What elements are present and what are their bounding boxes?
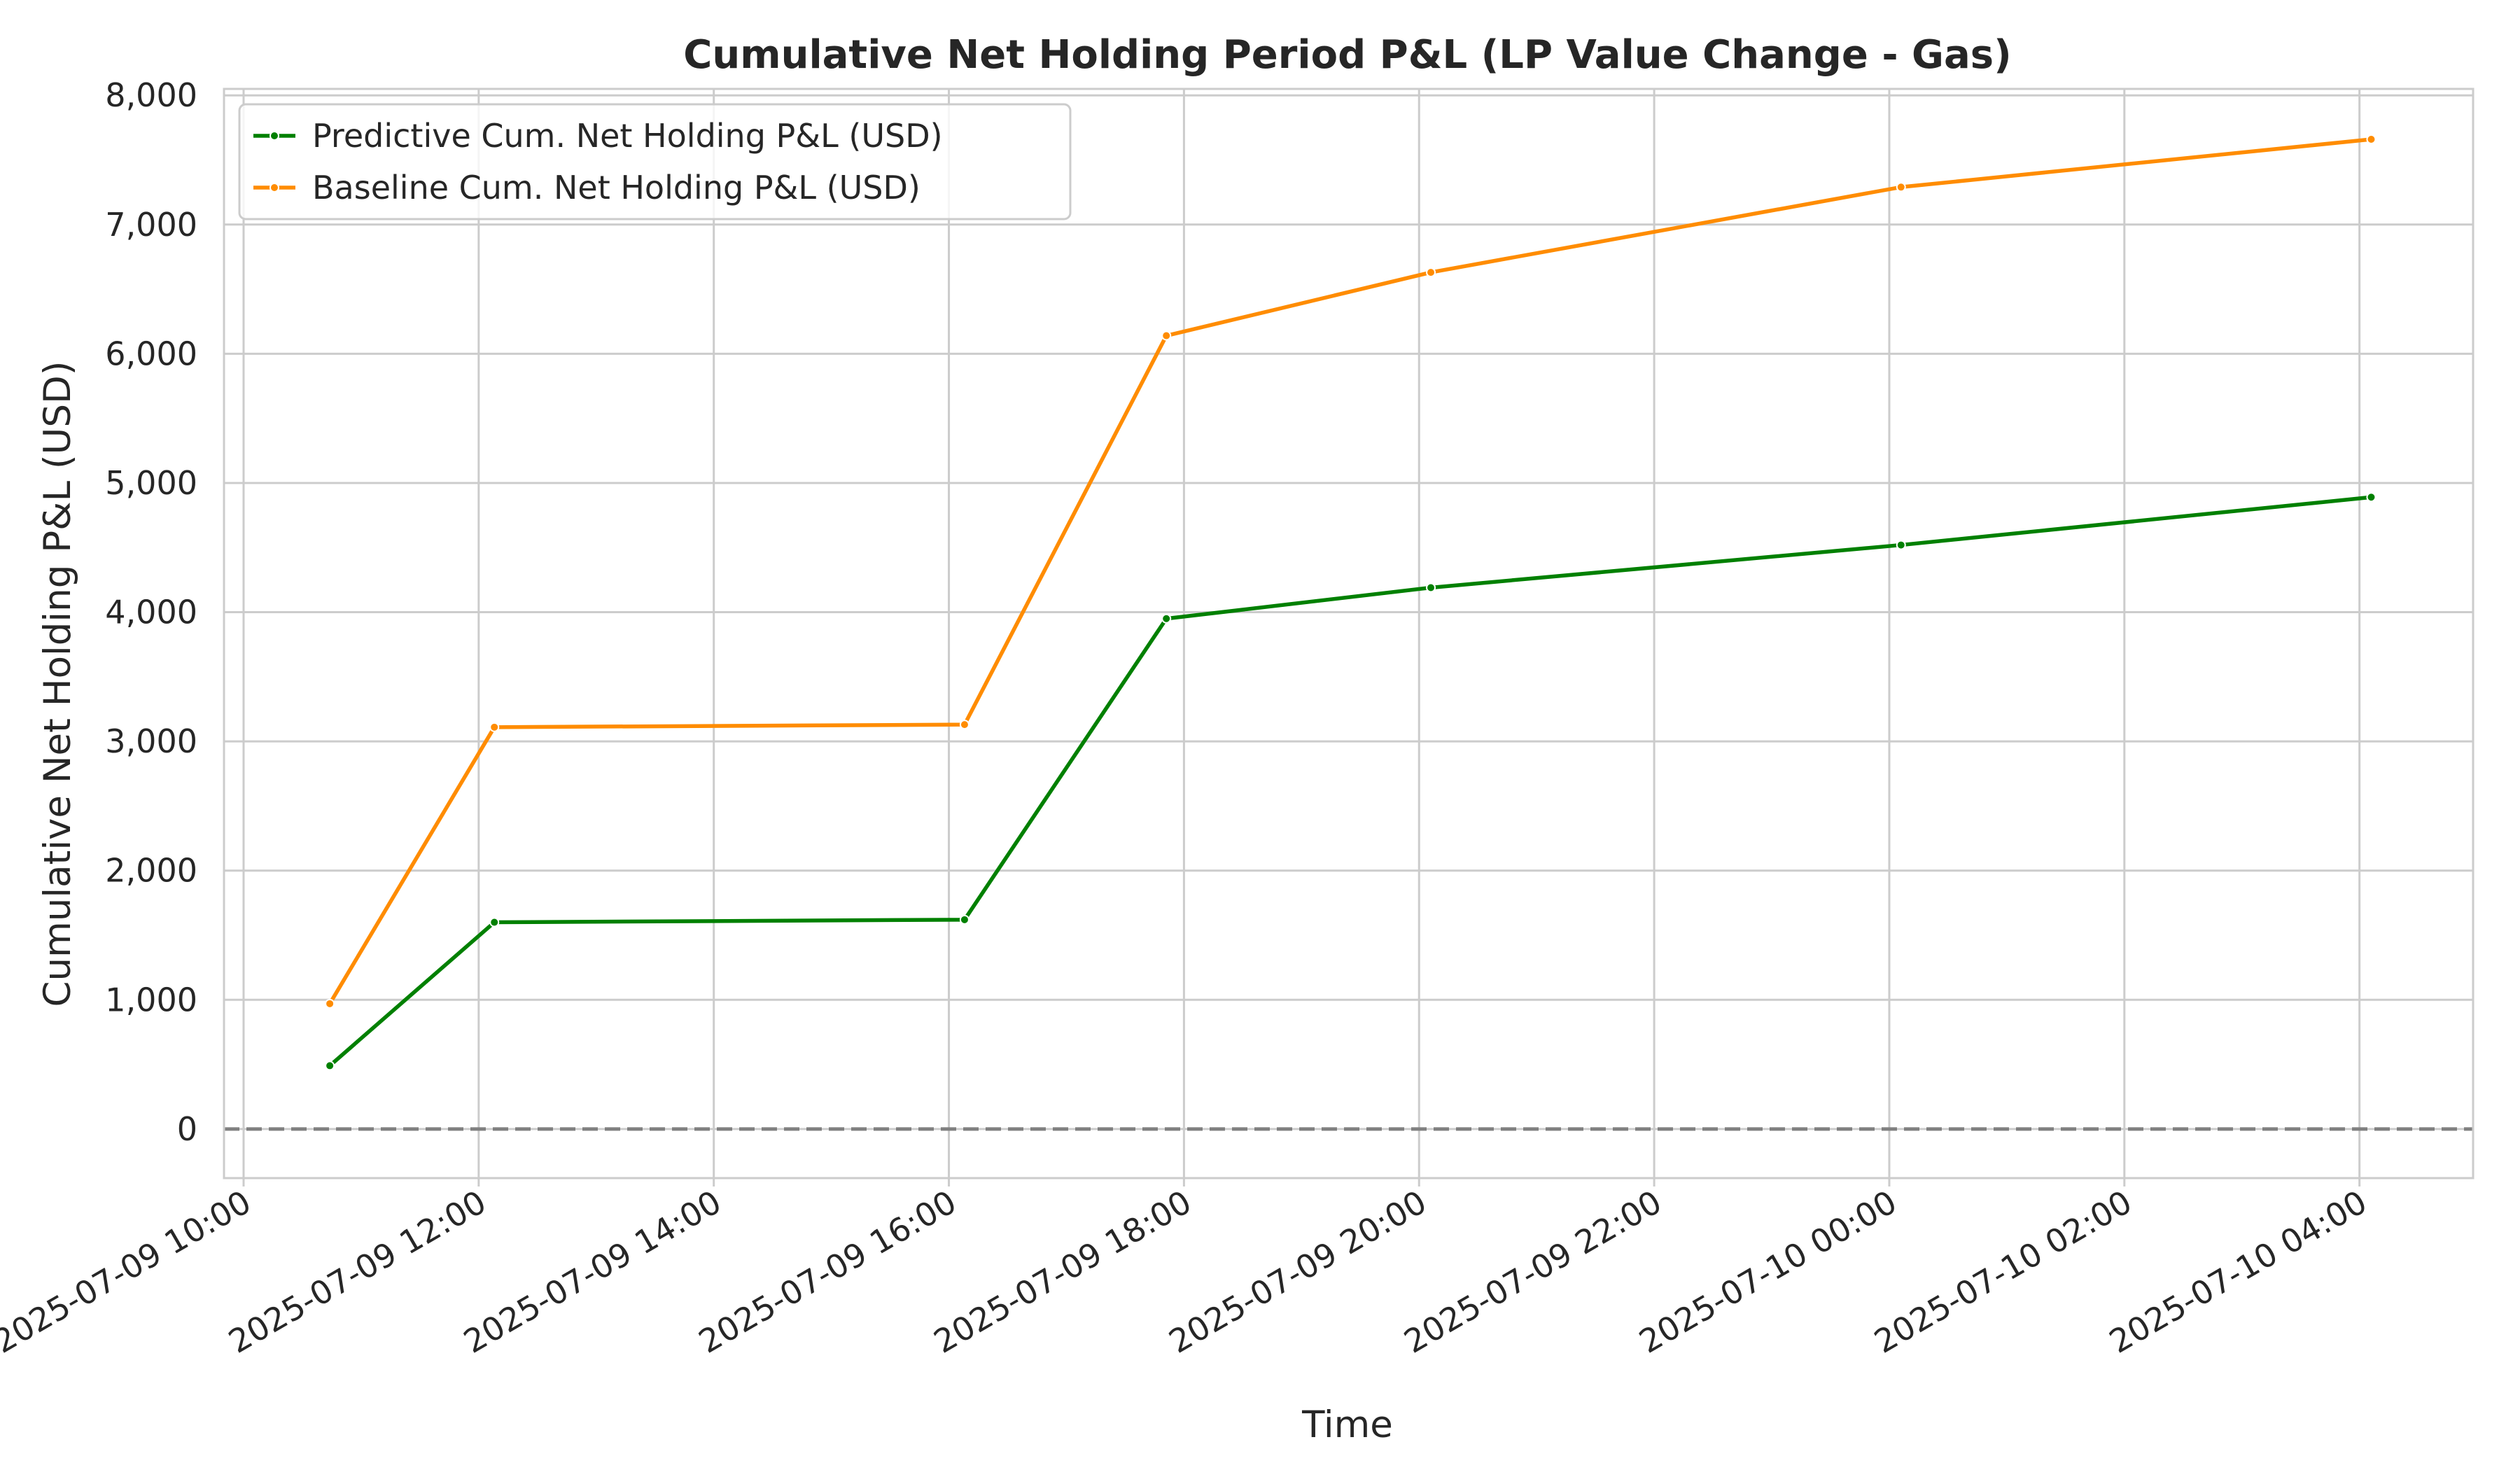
data-point xyxy=(489,917,500,927)
x-axis-label: Time xyxy=(1301,1404,1393,1446)
y-tick-label: 1,000 xyxy=(105,981,197,1018)
data-point xyxy=(1426,582,1436,593)
y-tick-label: 4,000 xyxy=(105,594,197,631)
data-point xyxy=(2366,492,2376,503)
data-point xyxy=(1896,540,1906,550)
data-point xyxy=(1426,267,1436,278)
legend-marker xyxy=(270,131,279,141)
y-tick-label: 0 xyxy=(177,1110,197,1148)
data-point xyxy=(489,722,500,732)
chart-title: Cumulative Net Holding Period P&L (LP Va… xyxy=(683,32,2011,78)
data-point xyxy=(1896,182,1906,192)
data-point xyxy=(325,1060,335,1071)
legend-label: Baseline Cum. Net Holding P&L (USD) xyxy=(312,169,920,206)
y-tick-label: 5,000 xyxy=(105,464,197,502)
data-point xyxy=(1161,330,1172,341)
data-point xyxy=(1161,613,1172,624)
y-tick-label: 6,000 xyxy=(105,335,197,372)
y-tick-label: 3,000 xyxy=(105,722,197,760)
plot-frame xyxy=(223,88,2474,1180)
data-point xyxy=(959,914,969,925)
legend-marker xyxy=(270,183,279,192)
y-axis-label: Cumulative Net Holding P&L (USD) xyxy=(36,361,79,1007)
legend: Predictive Cum. Net Holding P&L (USD) Bas… xyxy=(238,103,1072,220)
data-point xyxy=(2366,134,2376,144)
y-tick-label: 8,000 xyxy=(105,76,197,114)
y-tick-label: 7,000 xyxy=(105,206,197,244)
data-point xyxy=(325,998,335,1009)
y-axis-ticks: 0 1,000 2,000 3,000 4,000 5,000 6,000 7,000 8,00… xyxy=(105,76,197,1148)
legend-label: Predictive Cum. Net Holding P&L (USD) xyxy=(312,117,943,155)
y-tick-label: 2,000 xyxy=(105,852,197,890)
data-point xyxy=(959,720,969,730)
legend-box xyxy=(238,103,1072,220)
series-lines xyxy=(325,134,2376,1071)
